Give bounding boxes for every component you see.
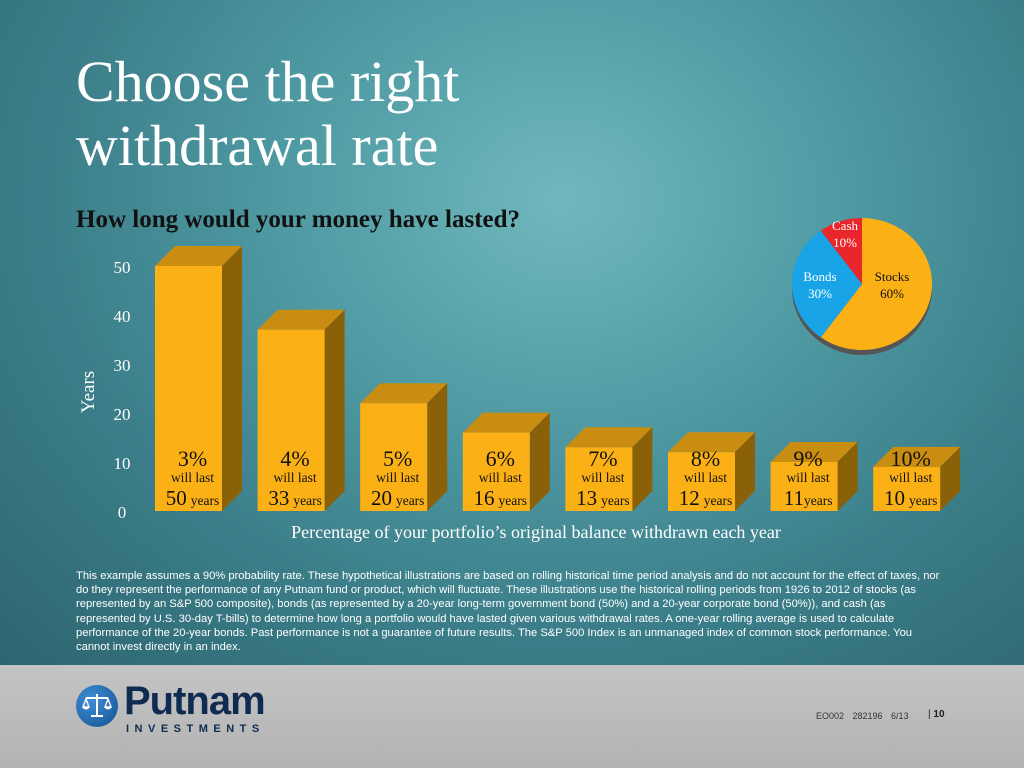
logo-wordmark: Putnam (124, 679, 266, 723)
bar-front-face (257, 329, 325, 511)
bar-top-face (668, 432, 755, 453)
bar-value-label: 20 years (371, 486, 424, 510)
bar-side-face (735, 432, 755, 511)
bar-front-face (770, 462, 838, 511)
bar-side-face (529, 412, 550, 511)
pie-value-bonds: 30% (808, 286, 832, 301)
bar-will-last-label: will last (274, 470, 317, 485)
bar-top-face (257, 309, 345, 330)
pie-slice-stocks (820, 218, 933, 350)
bar-category-label: 3% (178, 446, 207, 471)
y-tick-label: 20 (114, 405, 131, 424)
bar-will-last-label: will last (889, 470, 932, 485)
bar-value-label: 16 years (474, 486, 527, 510)
bar-front-face (668, 452, 735, 511)
bar-value-label: 33 years (268, 486, 321, 510)
bar-front-face (873, 466, 941, 511)
bar-value-label: 12 years (679, 486, 732, 510)
logo-subtitle: INVESTMENTS (126, 723, 265, 735)
bar-category-label: 9% (793, 446, 822, 471)
pie-label-cash: Cash (832, 218, 859, 233)
bar-will-last-label: will last (684, 470, 727, 485)
y-axis-label: Years (78, 371, 99, 413)
bar-category-label: 7% (588, 446, 617, 471)
y-tick-label: 40 (114, 307, 131, 326)
page-separator: | (928, 709, 931, 720)
y-axis: 0 10 20 30 40 50 Years (78, 258, 131, 522)
y-tick-label: 0 (118, 503, 127, 522)
bar-side-face (324, 309, 345, 511)
pie-value-stocks: 60% (880, 286, 904, 301)
bar-front-face (360, 403, 428, 511)
bar-side-face (940, 446, 961, 511)
bar-front-face (462, 432, 530, 511)
bar-value-label: 50 years (166, 486, 219, 510)
page-title: Choose the right withdrawal rate (76, 49, 460, 178)
footer-code: EO002 282196 6/13 (816, 711, 909, 721)
allocation-pie: Stocks 60% Bonds 30% Cash 10% (792, 218, 933, 355)
bar-side-face (632, 427, 653, 511)
page-number: | 10 (928, 709, 945, 720)
bar-will-last-label: will last (479, 470, 522, 485)
bar-value-label: 13 years (576, 486, 629, 510)
pie-value-cash: 10% (833, 235, 857, 250)
bar-front-face (155, 266, 222, 511)
disclaimer-text: This example assumes a 90% probability r… (76, 570, 940, 654)
bar-will-last-label: will last (171, 470, 214, 485)
chart-subtitle: How long would your money have lasted? (76, 206, 521, 233)
y-tick-label: 50 (114, 258, 131, 277)
bar-value-label: 11years (784, 486, 833, 510)
bar-top-face (462, 412, 550, 433)
pie-slice-bonds (792, 230, 862, 338)
bar-will-last-label: will last (581, 470, 624, 485)
bar-front-face (565, 447, 633, 511)
putnam-logo: Putnam INVESTMENTS (76, 679, 286, 737)
pie-label-bonds: Bonds (803, 269, 836, 284)
bar-top-face (360, 383, 448, 404)
bar-side-face (427, 383, 448, 511)
bar-will-last-label: will last (787, 470, 830, 485)
x-axis-label: Percentage of your portfolio’s original … (291, 522, 781, 542)
bar-top-face (873, 446, 961, 467)
bar-top-face (565, 427, 653, 448)
bar-side-face (222, 246, 242, 511)
bar-value-label: 10 years (884, 486, 937, 510)
pie-label-stocks: Stocks (875, 269, 910, 284)
y-tick-label: 10 (114, 454, 131, 473)
y-tick-label: 30 (114, 356, 131, 375)
page-number-value: 10 (933, 709, 945, 720)
scales-icon (76, 685, 118, 727)
bar-top-face (770, 442, 858, 462)
pie-slice-cash (820, 218, 862, 284)
footer-bar (0, 665, 1024, 768)
bar-top-face (155, 246, 242, 266)
bar-category-label: 4% (280, 446, 309, 471)
bar-category-label: 8% (691, 446, 720, 471)
bar-will-last-label: will last (376, 470, 419, 485)
bar-category-label: 10% (891, 446, 931, 471)
bar-category-label: 6% (486, 446, 515, 471)
bar-category-label: 5% (383, 446, 412, 471)
bar-side-face (837, 442, 858, 511)
